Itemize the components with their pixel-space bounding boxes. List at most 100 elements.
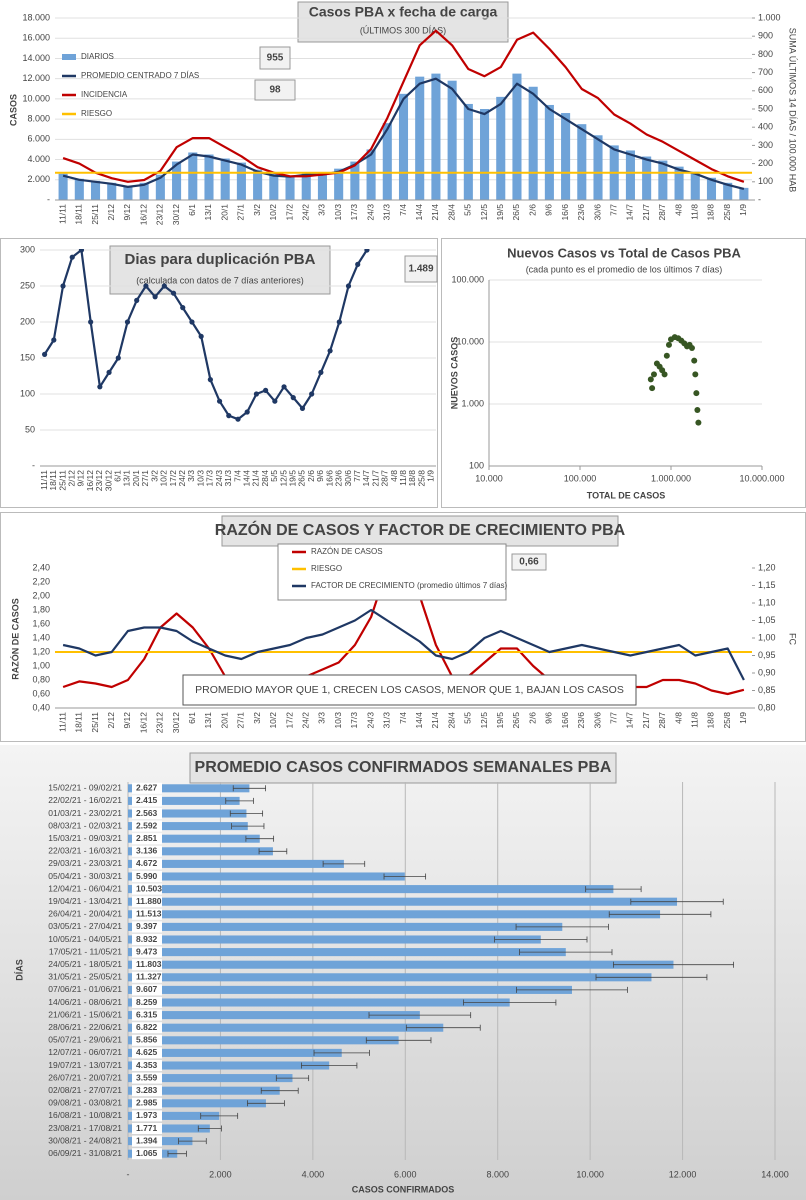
x-tick-label: 7/4 [398,712,408,724]
bar [253,169,263,200]
x-tick-label: 3/3 [317,204,327,216]
y-axis-label: CASOS [8,94,18,126]
point [688,345,695,352]
bar [128,897,678,906]
y-tick-label: 1,60 [32,618,50,628]
x-tick-label: 4/8 [673,204,683,216]
chart-title: Dias para duplicación PBA [125,251,316,268]
value-label: 2.415 [136,795,158,805]
x-tick-label: 7/7 [352,470,362,482]
x-tick-label: 10/2 [159,470,169,487]
x-tick-label: 23/12 [155,712,165,734]
bar [415,76,425,200]
y-axis-label: RAZÓN DE CASOS [9,598,20,680]
y2-tick-label: 400 [758,122,773,132]
value-label-box [132,1060,162,1071]
value-label: 8.932 [136,934,158,944]
value-label: 2.851 [136,833,158,843]
x-tick-label: 31/3 [382,204,392,221]
x-tick-label: 9/6 [544,204,554,216]
y2-tick-label: 100 [758,176,773,186]
x-tick-label: 9/12 [122,204,132,221]
category-label: 19/04/21 - 13/04/21 [48,896,122,906]
x-tick-label: 25/11 [90,204,100,225]
legend-label: FACTOR DE CRECIMIENTO (promedio últimos … [311,581,508,590]
category-label: 17/05/21 - 11/05/21 [49,946,122,956]
chart-subtitle: (calculada con datos de 7 días anteriore… [136,275,304,285]
x-tick-label: 12/5 [479,712,489,729]
x-tick-label: 17/2 [168,470,178,487]
marker [309,391,315,397]
bar [128,960,674,969]
x-tick-label: 11/11 [57,204,67,224]
y2-tick-label: 0,85 [758,685,776,695]
category-label: 22/02/21 - 16/02/21 [48,795,122,805]
y-tick-label: 10.000 [22,93,50,103]
x-tick-label: 24/2 [177,470,187,487]
x-tick-label: 17/3 [349,712,359,729]
y2-axis-label: FC [788,633,798,645]
bar [398,93,409,200]
x-tick-label: 2/12 [106,712,116,729]
category-label: 24/05/21 - 18/05/21 [48,959,122,969]
bar [577,124,587,200]
x-tick-label: 21/7 [641,204,651,221]
line [43,249,368,421]
value-label-box [132,858,162,870]
value-label: 6.315 [136,1009,158,1019]
line [62,77,745,190]
x-tick-label: 11/8 [398,470,408,486]
value-label: 2.627 [136,783,158,793]
bar [128,1023,444,1032]
bar [366,149,376,200]
x-tick-label: 6/1 [187,712,197,724]
category-label: 26/07/21 - 20/07/21 [48,1072,122,1082]
x-tick-label: 9/6 [315,470,325,482]
y-tick-label: - [32,460,35,470]
value-label-box [132,1022,162,1034]
x-tick-label: 2.000 [209,1169,232,1179]
point [665,341,672,348]
x-tick-label: 12/5 [479,204,489,221]
bar [128,1074,293,1083]
bar [128,1061,330,1070]
bar [301,172,311,200]
marker [216,398,223,404]
x-tick-label: 26/5 [511,712,521,729]
point [661,371,668,378]
y-tick-label: 0,80 [32,674,50,684]
x-tick-label: 25/8 [722,204,732,221]
value-label: 2.592 [136,820,158,830]
value-label: 3.136 [136,846,158,856]
x-tick-label: 4/8 [389,470,399,482]
x-tick-label: 6/1 [113,470,123,482]
y-tick-label: 0,60 [32,688,50,698]
x-tick-label: 20/1 [219,712,229,729]
bar [128,948,566,957]
category-label: 28/06/21 - 22/06/21 [48,1022,122,1032]
chart-subtitle: (cada punto es el promedio de los último… [526,264,723,274]
y-tick-label: 150 [20,352,35,362]
marker [180,305,186,311]
title-box [221,515,619,547]
note-box [182,674,637,706]
x-tick-label: 1/9 [738,712,748,724]
marker [88,319,94,325]
bar [128,1036,399,1045]
marker [189,319,195,325]
x-tick-label: 2/12 [106,204,116,221]
x-tick-label: 31/3 [223,470,233,487]
x-tick-label: 19/5 [495,712,505,729]
bar [128,847,273,856]
x-tick-label: 24/2 [300,204,310,221]
value-label: 4.625 [136,1047,158,1057]
x-tick-label: 7/4 [398,204,408,216]
marker [253,391,260,397]
annotation-box [511,553,547,571]
x-tick-label: 17/2 [284,712,294,729]
legend-label: INCIDENCIA [81,90,128,99]
x-tick-label: 18/11 [74,712,84,733]
x-tick-label: 3/3 [186,470,196,482]
cases-chart: Casos PBA x fecha de carga (ÚLTIMOS 300 D… [0,0,806,235]
y-tick-label: 12.000 [22,73,50,83]
